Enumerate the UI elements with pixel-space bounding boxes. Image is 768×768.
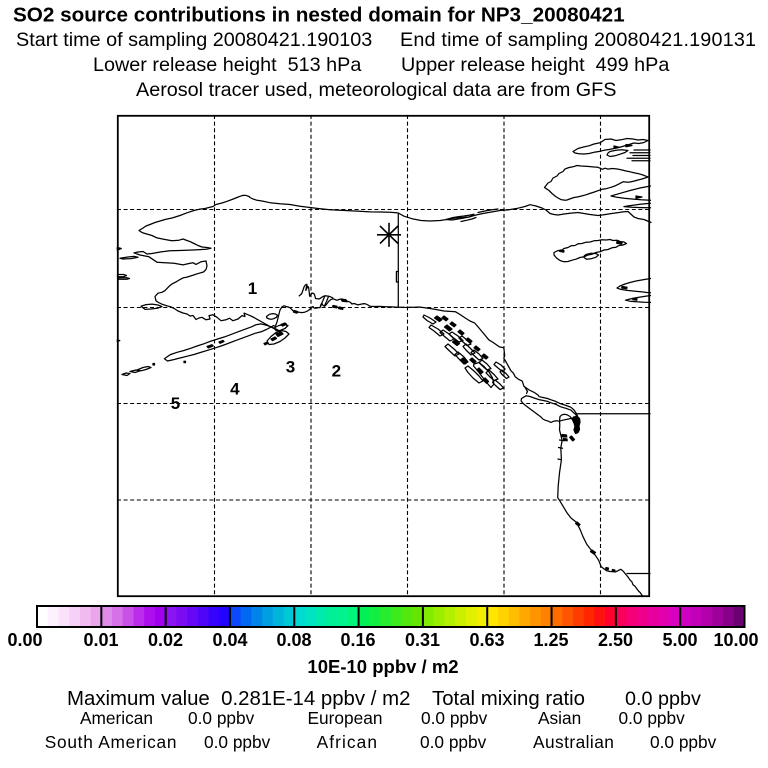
svg-text:0.04: 0.04 <box>212 630 247 650</box>
svg-text:10E-10 ppbv / m2: 10E-10 ppbv / m2 <box>307 656 458 677</box>
svg-text:2: 2 <box>332 362 341 381</box>
svg-text:0.31: 0.31 <box>405 630 440 650</box>
svg-text:0.0 ppbv: 0.0 ppbv <box>625 688 701 710</box>
svg-text:European: European <box>308 708 383 728</box>
svg-text:Australian: Australian <box>533 732 614 752</box>
svg-text:1: 1 <box>248 279 257 298</box>
svg-text:0.16: 0.16 <box>340 630 375 650</box>
svg-text:2.50: 2.50 <box>598 630 633 650</box>
svg-text:4: 4 <box>230 380 240 399</box>
svg-text:0.63: 0.63 <box>469 630 504 650</box>
svg-text:1.25: 1.25 <box>533 630 568 650</box>
svg-text:0.00: 0.00 <box>7 630 42 650</box>
svg-text:0.01: 0.01 <box>83 630 118 650</box>
svg-text:American: American <box>80 708 153 728</box>
svg-text:5: 5 <box>171 394 180 413</box>
svg-text:SO2 source contributions in ne: SO2 source contributions in nested domai… <box>13 4 625 27</box>
svg-text:10.00: 10.00 <box>713 630 758 650</box>
svg-text:South American: South American <box>45 732 178 752</box>
svg-text:Maximum value 0.281E-14 ppbv: Maximum value 0.281E-14 ppbv / m2 <box>67 688 410 710</box>
svg-text:Aerosol tracer used, meteorolo: Aerosol tracer used, meteorological data… <box>136 79 616 101</box>
svg-text:0.0 ppbv: 0.0 ppbv <box>188 708 255 728</box>
svg-text:0.0 ppbv: 0.0 ppbv <box>619 708 686 728</box>
svg-text:Asian: Asian <box>538 708 581 728</box>
svg-text:3: 3 <box>286 358 295 377</box>
svg-text:Lower release height 513 hPa: Lower release height 513 hPa <box>93 54 361 76</box>
svg-text:0.08: 0.08 <box>276 630 311 650</box>
svg-text:5.00: 5.00 <box>662 630 697 650</box>
svg-text:End time of sampling 20080421.: End time of sampling 20080421.190131 <box>400 29 756 51</box>
svg-text:Start time of sampling 2008042: Start time of sampling 20080421.190103 <box>16 29 372 51</box>
svg-text:0.0 ppbv: 0.0 ppbv <box>650 732 717 752</box>
svg-text:0.0 ppbv: 0.0 ppbv <box>421 708 488 728</box>
svg-text:0.0 ppbv: 0.0 ppbv <box>204 732 271 752</box>
svg-text:Total mixing ratio: Total mixing ratio <box>432 688 585 710</box>
svg-text:0.02: 0.02 <box>148 630 183 650</box>
svg-text:African: African <box>317 732 379 752</box>
svg-text:Upper release height 499 hPa: Upper release height 499 hPa <box>401 54 669 76</box>
svg-text:0.0 ppbv: 0.0 ppbv <box>420 732 487 752</box>
